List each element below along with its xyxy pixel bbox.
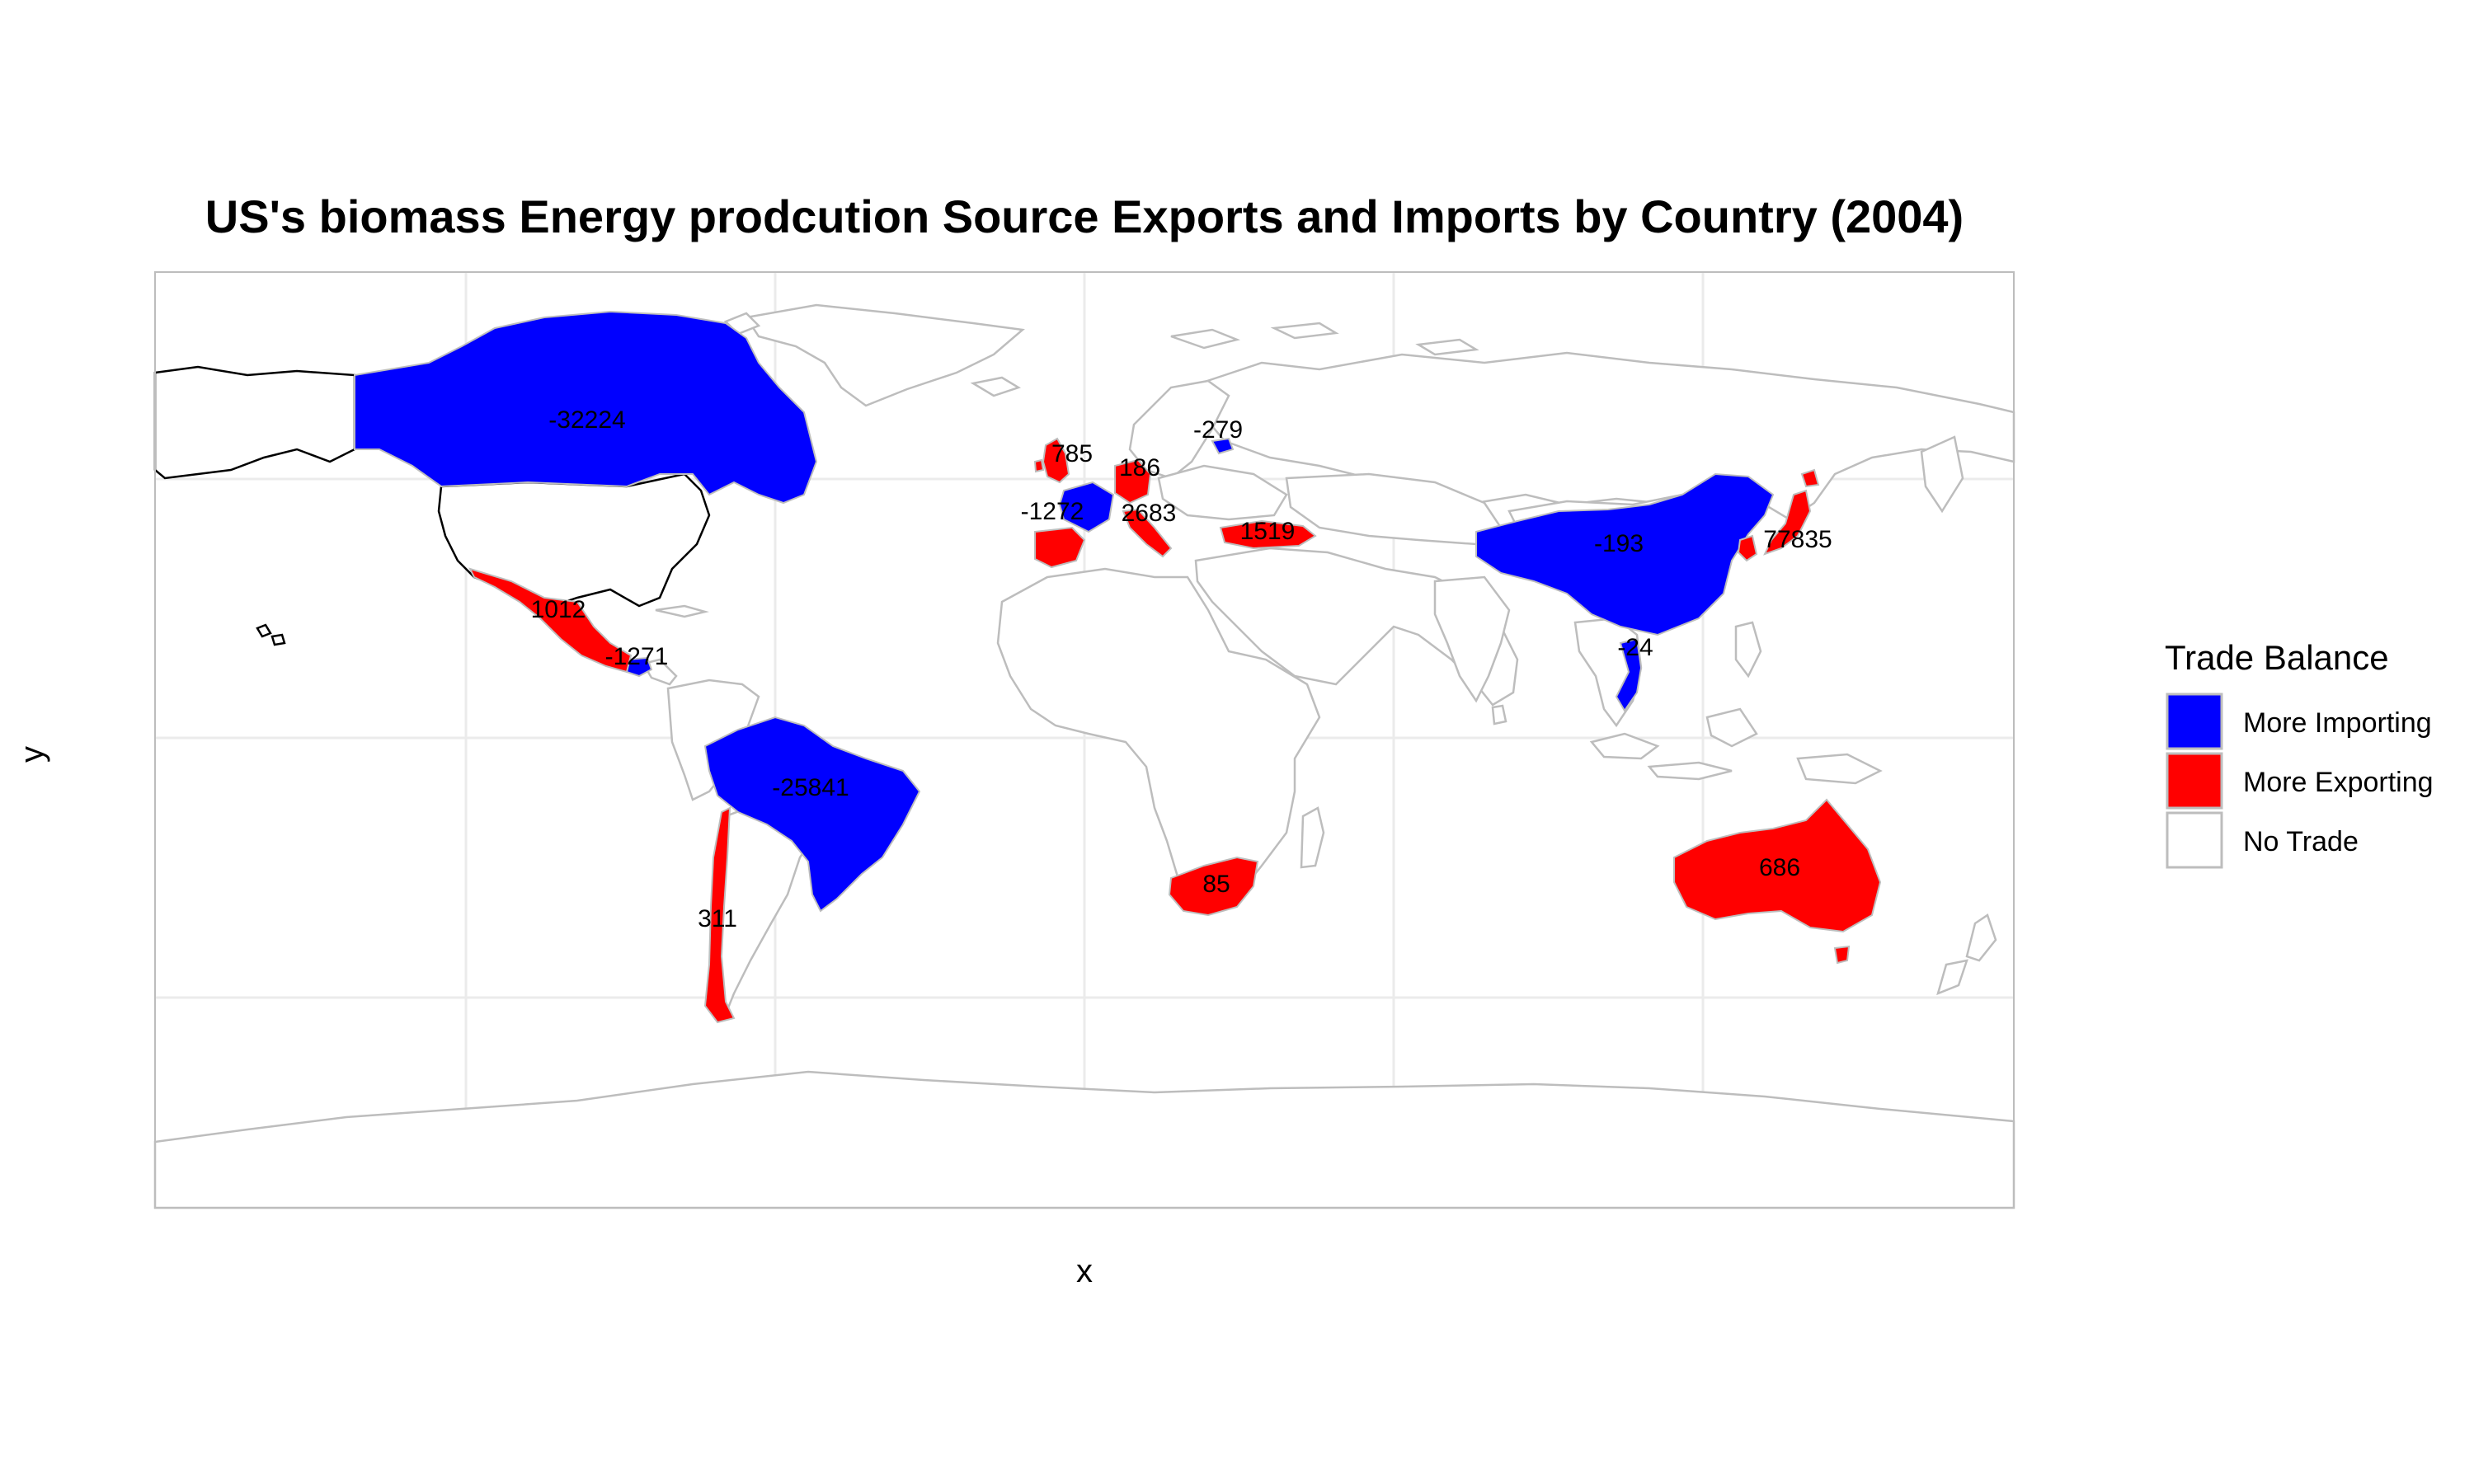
value-label-guatemala: -1271 xyxy=(605,643,669,670)
y-axis-label: y xyxy=(14,746,50,763)
value-label-chile: 311 xyxy=(698,905,737,932)
x-axis-label: x xyxy=(1076,1253,1093,1289)
value-label-italy: 2683 xyxy=(1122,500,1177,527)
value-label-france: -1272 xyxy=(1021,498,1084,525)
value-label-turkey: 1519 xyxy=(1240,518,1296,545)
exporting-countries xyxy=(468,437,1882,1024)
legend-swatch-no-trade xyxy=(2166,811,2223,869)
legend-label-importing: More Importing xyxy=(2243,707,2432,739)
legend-label-exporting: More Exporting xyxy=(2243,767,2434,798)
value-label-australia: 686 xyxy=(1759,854,1800,881)
legend-label-no-trade: No Trade xyxy=(2243,826,2359,857)
value-labels: -32224 1012 -1271 -25841 311 785 186 -279 -1272 2… xyxy=(531,406,1832,932)
value-label-germany: 186 xyxy=(1119,454,1160,481)
legend: Trade Balance More Importing More Export… xyxy=(2165,638,2434,869)
value-label-brazil: -25841 xyxy=(772,774,849,801)
legend-title: Trade Balance xyxy=(2165,638,2389,677)
panel-border xyxy=(154,271,2015,1209)
legend-swatch-importing xyxy=(2166,693,2223,750)
value-label-mexico: 1012 xyxy=(531,596,586,623)
value-label-south-africa: 85 xyxy=(1202,871,1230,898)
chart-title: US's biomass Energy prodcution Source Ex… xyxy=(205,190,1964,242)
value-label-united-kingdom: 785 xyxy=(1051,440,1093,467)
value-label-china: -193 xyxy=(1594,530,1644,557)
value-label-latvia: -279 xyxy=(1193,416,1243,444)
importing-countries xyxy=(354,310,1775,913)
value-label-canada: -32224 xyxy=(548,406,625,434)
legend-swatch-exporting xyxy=(2166,752,2223,810)
value-label-south-korea: 77835 xyxy=(1763,526,1832,553)
value-label-vietnam: -24 xyxy=(1617,634,1653,661)
